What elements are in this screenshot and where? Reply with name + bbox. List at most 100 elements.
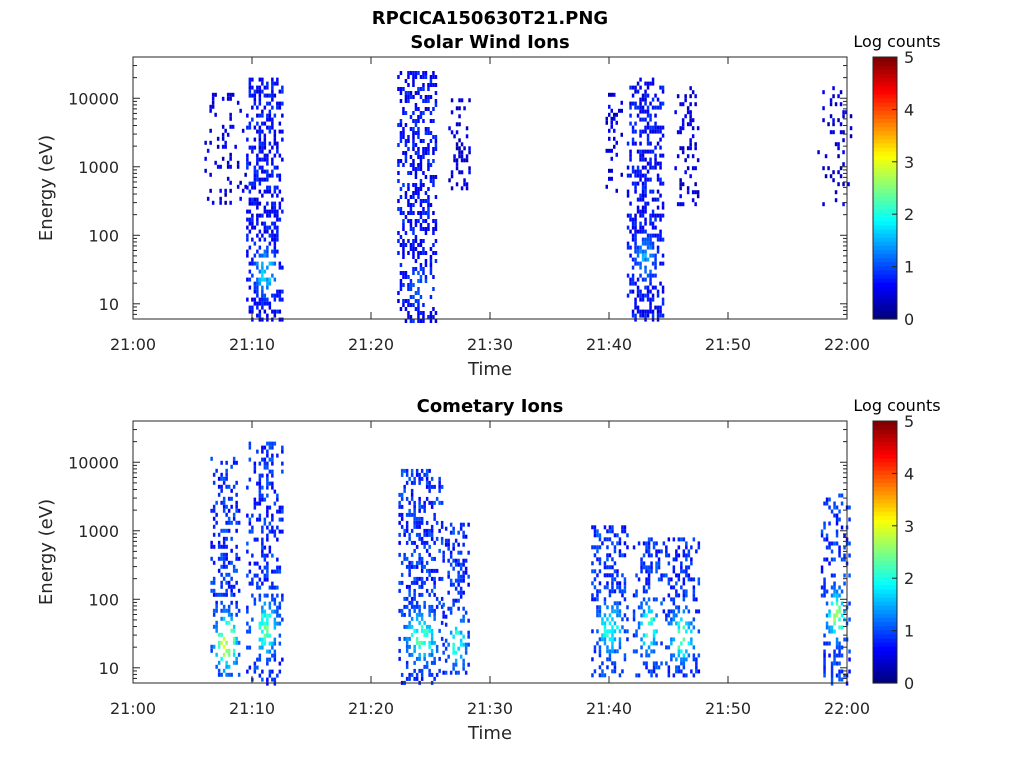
spectrogram-cell: [603, 629, 607, 634]
spectrogram-cell: [281, 113, 284, 118]
spectrogram-cell: [225, 504, 228, 509]
spectrogram-cell: [256, 281, 259, 286]
spectrogram-cell: [420, 540, 424, 545]
spectrogram-cell: [413, 508, 416, 513]
spectrogram-cell: [418, 516, 421, 521]
spectrogram-cell: [418, 576, 421, 581]
spectrogram-cell: [659, 177, 662, 182]
spectrogram-cell: [464, 558, 468, 563]
spectrogram-cell: [613, 601, 617, 606]
spectrogram-cell: [618, 641, 622, 646]
spectrogram-cell: [235, 612, 238, 617]
spectrogram-cell: [273, 617, 277, 622]
spectrogram-cell: [825, 537, 829, 542]
spectrogram-cell: [608, 553, 612, 558]
spectrogram-cell: [261, 525, 264, 530]
spectrogram-cell: [640, 601, 643, 606]
spectrogram-cell: [636, 209, 640, 214]
spectrogram-cell: [419, 167, 423, 171]
spectrogram-cell: [246, 237, 249, 242]
spectrogram-cell: [268, 141, 272, 146]
spectrogram-cell: [246, 485, 249, 490]
spectrogram-cell: [214, 92, 217, 97]
spectrogram-cell: [642, 633, 646, 638]
spectrogram-cell: [273, 225, 277, 230]
spectrogram-cell: [429, 175, 433, 179]
spectrogram-cell: [276, 77, 279, 82]
spectrogram-cell: [266, 633, 269, 638]
spectrogram-cell: [848, 617, 851, 622]
spectrogram-cell: [271, 525, 274, 530]
spectrogram-cell: [222, 500, 226, 505]
spectrogram-cell: [824, 154, 828, 159]
spectrogram-cell: [435, 568, 439, 573]
spectrogram-cell: [665, 573, 668, 578]
spectrogram-cell: [591, 673, 594, 678]
spectrogram-cell: [239, 108, 242, 113]
spectrogram-cell: [215, 628, 218, 633]
spectrogram-cell: [830, 629, 834, 634]
spectrogram-cell: [593, 645, 597, 650]
spectrogram-cell: [449, 530, 453, 535]
colorbar-segment: [873, 224, 897, 230]
x-tick-label: 21:50: [705, 699, 751, 718]
spectrogram-cell: [400, 572, 404, 577]
spectrogram-cell: [644, 237, 647, 242]
spectrogram-cell: [435, 536, 439, 541]
colorbar-segment: [873, 265, 897, 271]
spectrogram-cell: [608, 649, 612, 654]
spectrogram-cell: [460, 186, 464, 191]
spectrogram-cell: [654, 197, 657, 202]
spectrogram-cell: [278, 565, 282, 570]
spectrogram-cell: [608, 148, 611, 153]
spectrogram-cell: [261, 149, 264, 154]
spectrogram-cell: [644, 173, 647, 178]
panel-solar-wind-ions: 21:00 21:10 21:20 21:30 21:40 21:50 22:0010100…: [36, 32, 941, 380]
spectrogram-cell: [403, 552, 406, 557]
spectrogram-cell: [397, 199, 400, 203]
spectrogram-cell: [689, 118, 692, 123]
spectrogram-cell: [427, 223, 430, 227]
spectrogram-cell: [232, 516, 236, 521]
spectrogram-cell: [258, 513, 262, 518]
spectrogram-cell: [266, 153, 269, 158]
spectrogram-cell: [649, 289, 652, 294]
spectrogram-cell: [419, 251, 423, 255]
spectrogram-cell: [399, 287, 403, 291]
spectrogram-cell: [413, 540, 416, 545]
spectrogram-cell: [258, 517, 262, 522]
spectrogram-cell: [606, 629, 609, 634]
spectrogram-cell: [838, 673, 841, 678]
spectrogram-cell: [464, 570, 468, 575]
spectrogram-cell: [593, 569, 597, 574]
spectrogram-cell: [246, 161, 249, 166]
spectrogram-cell: [837, 118, 840, 123]
spectrogram-cell: [644, 313, 647, 318]
spectrogram-cell: [263, 609, 267, 614]
spectrogram-cell: [611, 625, 614, 630]
spectrogram-cell: [227, 580, 231, 585]
spectrogram-cell: [632, 633, 636, 638]
spectrogram-cell: [209, 104, 212, 109]
spectrogram-cell: [230, 600, 233, 605]
spectrogram-cell: [408, 532, 411, 537]
spectrogram-cell: [256, 305, 259, 310]
spectrogram-cell: [263, 253, 267, 258]
spectrogram-cell: [229, 180, 232, 185]
spectrogram-cell: [216, 136, 220, 141]
spectrogram-cell: [405, 596, 409, 601]
spectrogram-cell: [655, 673, 658, 678]
spectrogram-cell: [273, 293, 277, 298]
spectrogram-cell: [425, 468, 429, 473]
spectrogram-cell: [651, 189, 655, 194]
spectrogram-cell: [278, 569, 282, 574]
spectrogram-cell: [271, 173, 274, 178]
spectrogram-cell: [626, 273, 630, 278]
colorbar-segment: [873, 494, 897, 500]
spectrogram-cell: [457, 630, 460, 635]
spectrogram-cell: [639, 177, 642, 182]
spectrogram-cell: [246, 605, 249, 610]
spectrogram-cell: [450, 98, 454, 103]
spectrogram-cell: [661, 201, 665, 206]
spectrogram-cell: [258, 653, 262, 658]
